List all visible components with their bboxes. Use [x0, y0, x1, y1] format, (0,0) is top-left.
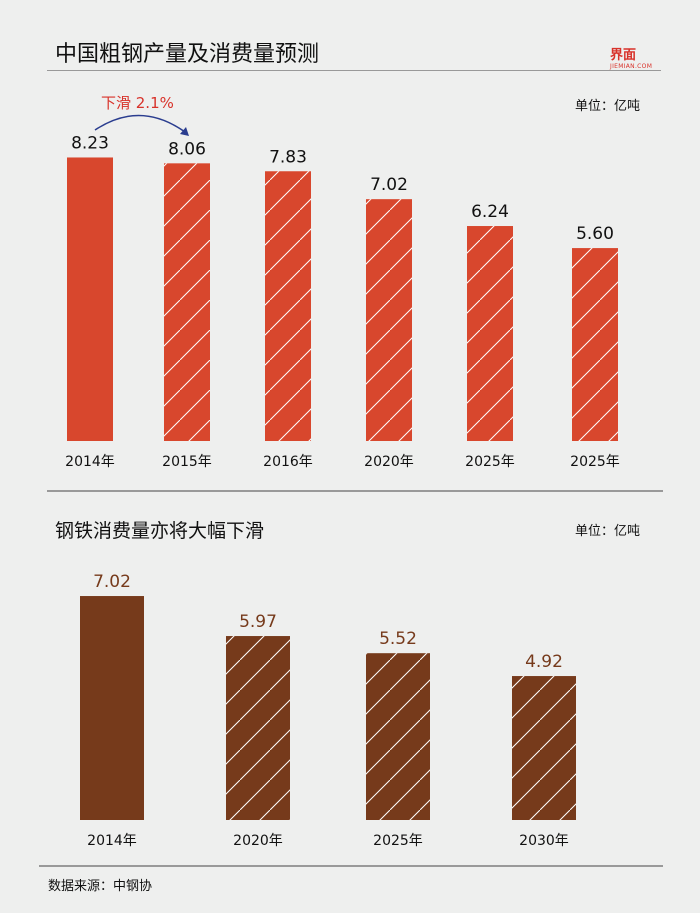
chart-title-production: 中国粗钢产量及消费量预测: [55, 42, 320, 67]
bar: [67, 157, 113, 441]
bar-hatch: [467, 226, 513, 441]
divider: [39, 865, 663, 867]
x-tick-label: 2020年: [233, 833, 283, 849]
bar-hatch: [366, 653, 430, 820]
data-label: 6.24: [471, 202, 509, 222]
data-label: 8.23: [71, 133, 109, 153]
data-label: 7.02: [370, 175, 408, 195]
bar-hatch: [164, 163, 210, 441]
data-label: 7.02: [93, 572, 131, 592]
data-label: 4.92: [525, 652, 563, 672]
bar-hatch: [265, 171, 311, 441]
data-label: 5.52: [379, 629, 417, 649]
bar-hatch: [572, 248, 618, 441]
divider: [47, 490, 663, 492]
x-tick-label: 2025年: [465, 454, 515, 470]
unit-label: 单位：亿吨: [575, 99, 641, 114]
jiemian-logo: 界面 JIEMIAN.COM: [610, 48, 653, 70]
chart-title-consumption: 钢铁消费量亦将大幅下滑: [55, 520, 265, 542]
x-tick-label: 2025年: [373, 833, 423, 849]
x-tick-label: 2015年: [162, 454, 212, 470]
unit-label: 单位：亿吨: [575, 524, 641, 539]
data-label: 8.06: [168, 139, 206, 159]
bar: [80, 596, 144, 820]
x-tick-label: 2030年: [519, 833, 569, 849]
x-tick-label: 2025年: [570, 454, 620, 470]
data-label: 5.97: [239, 612, 277, 632]
x-tick-label: 2020年: [364, 454, 414, 470]
arrow-head-icon: [180, 127, 189, 136]
decline-annotation: 下滑 2.1%: [101, 94, 174, 112]
data-label: 5.60: [576, 224, 614, 244]
bar-hatch: [512, 676, 576, 820]
bar-hatch: [366, 199, 412, 441]
divider: [47, 70, 661, 71]
arrow-icon: [94, 114, 186, 133]
x-tick-label: 2014年: [65, 454, 115, 470]
x-tick-label: 2016年: [263, 454, 313, 470]
bar-hatch: [226, 636, 290, 820]
x-tick-label: 2014年: [87, 833, 137, 849]
data-label: 7.83: [269, 147, 307, 167]
source-note: 数据来源：中钢协: [48, 879, 153, 894]
